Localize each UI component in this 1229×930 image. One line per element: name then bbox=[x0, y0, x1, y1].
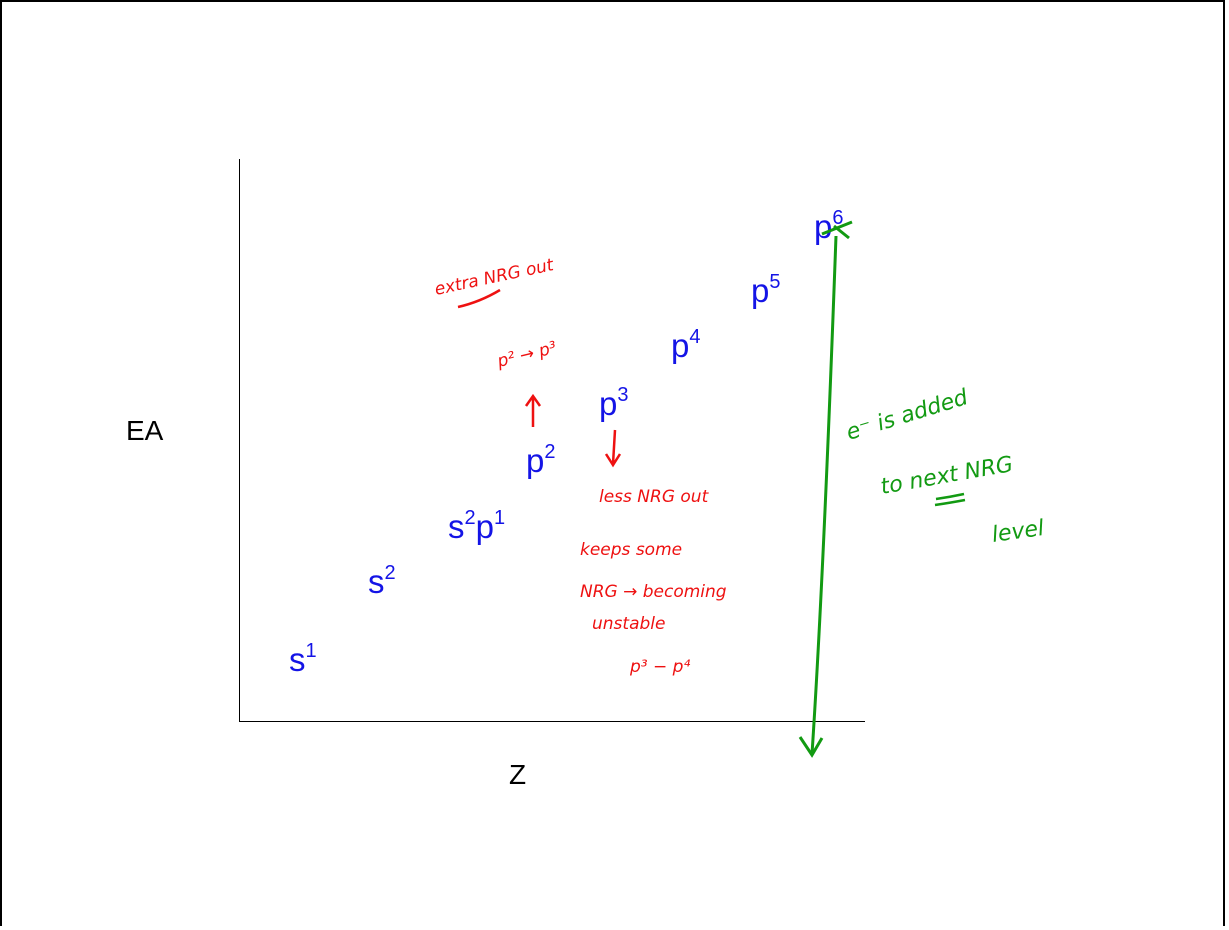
note-less-nrg-out: less NRG out bbox=[599, 487, 710, 507]
note-p3-p4: p³ − p⁴ bbox=[629, 657, 690, 677]
config-p4: p4 bbox=[671, 326, 701, 364]
config-s2p1: s2p1 bbox=[448, 507, 506, 545]
x-axis-label: Z bbox=[509, 759, 527, 790]
y-axis-label: EA bbox=[126, 415, 164, 446]
note-level: level bbox=[990, 516, 1045, 548]
config-p5: p5 bbox=[751, 271, 781, 309]
config-p6: p6 bbox=[814, 207, 844, 245]
config-p3: p3 bbox=[599, 384, 629, 422]
underline-extra bbox=[457, 288, 501, 309]
arrow-up-icon bbox=[524, 393, 542, 427]
green-arrow-head-icon bbox=[798, 736, 824, 758]
config-s2: s2 bbox=[368, 562, 396, 600]
note-extra-nrg-out: extra NRG out bbox=[433, 255, 557, 300]
note-e-is-added: e⁻ is added bbox=[843, 385, 971, 446]
y-axis bbox=[239, 159, 240, 722]
note-p2-to-p3: p² → p³ bbox=[494, 338, 558, 372]
note-unstable: unstable bbox=[592, 614, 665, 634]
x-axis bbox=[239, 721, 865, 722]
config-p2: p2 bbox=[526, 441, 556, 479]
underline-next bbox=[934, 492, 966, 507]
arrow-down-icon bbox=[604, 429, 622, 468]
green-arrow-line bbox=[810, 235, 838, 755]
config-s1: s1 bbox=[289, 640, 317, 678]
note-nrg-becoming: NRG → becoming bbox=[580, 582, 727, 602]
note-keeps-some: keeps some bbox=[580, 540, 682, 560]
note-to-next-nrg: to next NRG bbox=[879, 452, 1015, 500]
